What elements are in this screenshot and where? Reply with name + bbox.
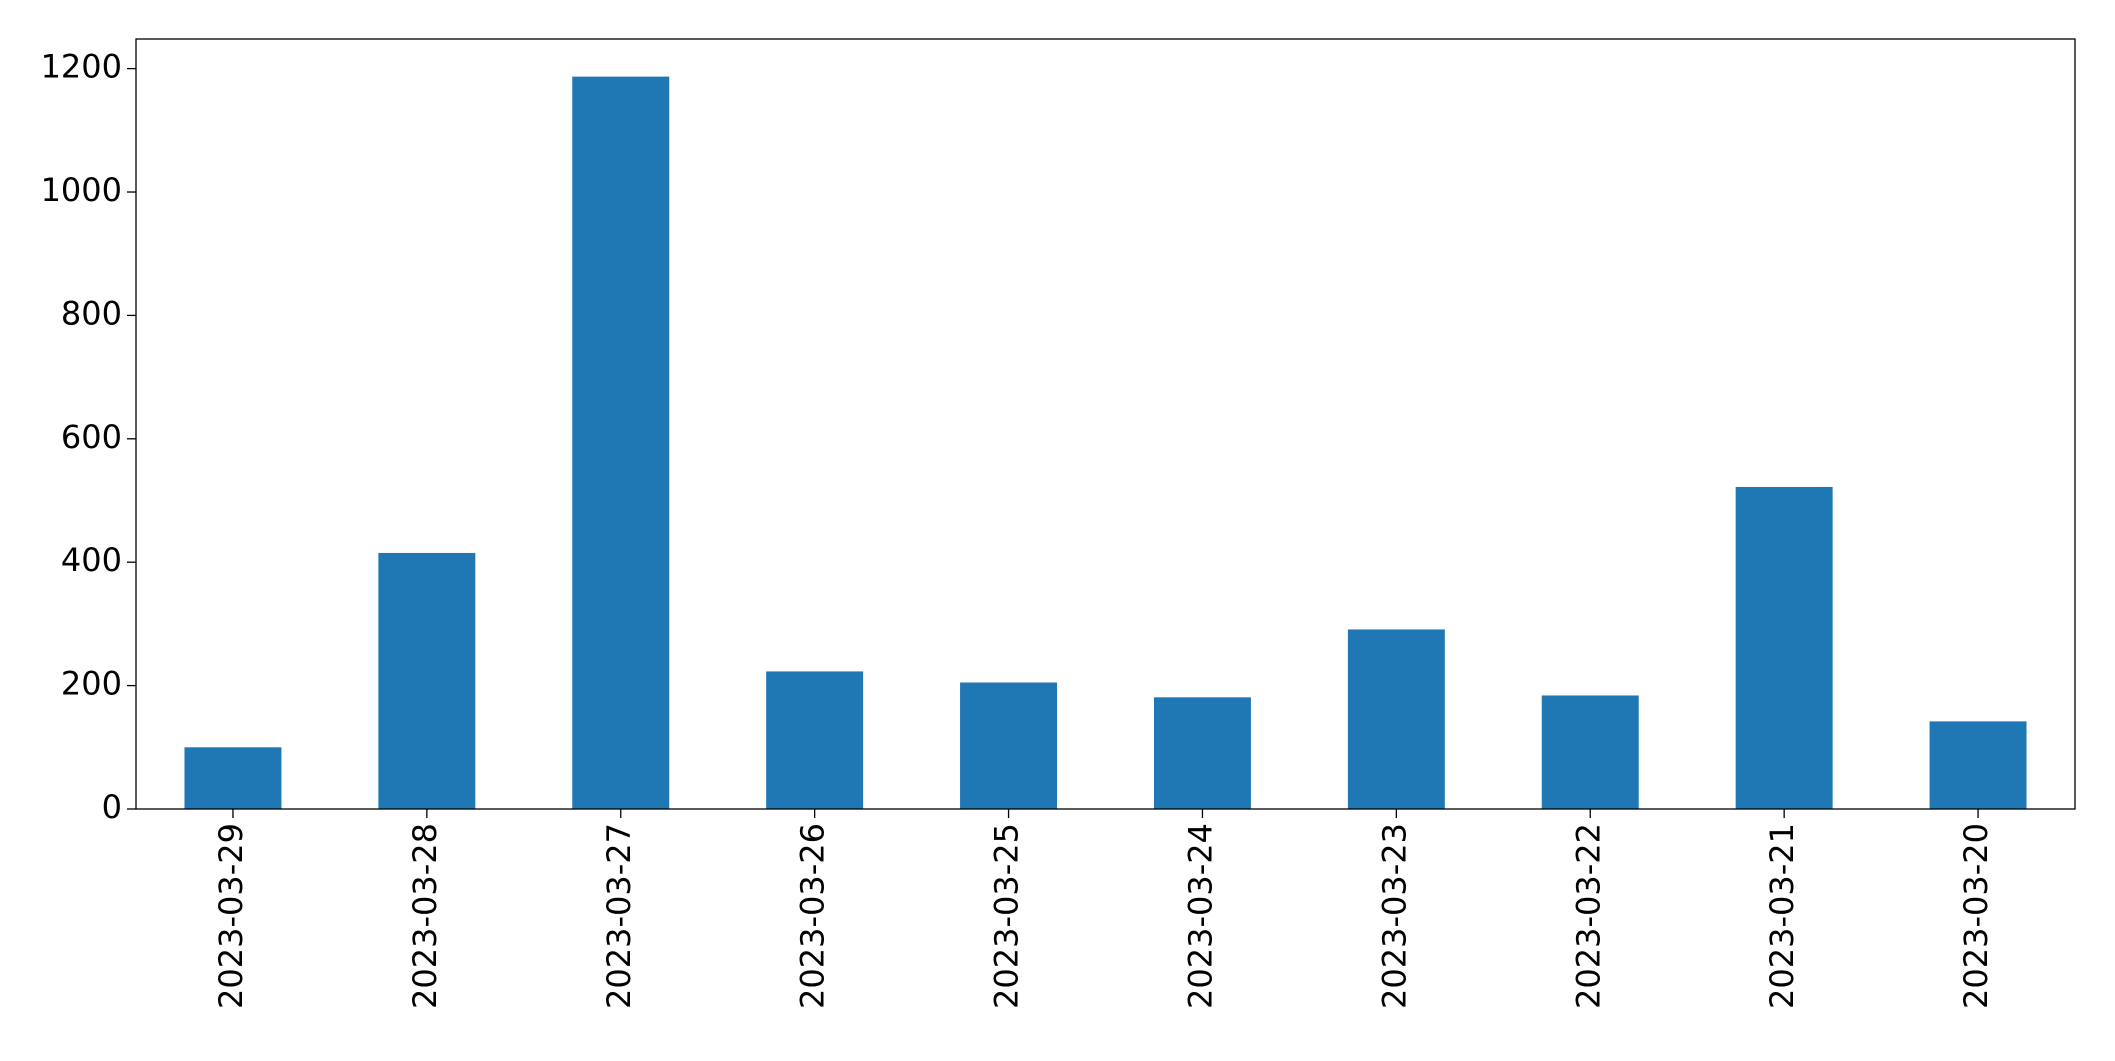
bar [1541, 695, 1639, 809]
x-tick-label: 2023-03-24 [1181, 823, 1219, 1009]
bar [1929, 721, 2027, 809]
bar [1153, 697, 1251, 809]
x-tick-label: 2023-03-25 [988, 823, 1026, 1009]
bar [766, 671, 864, 809]
y-tick-label: 600 [61, 418, 122, 456]
y-tick-label: 200 [61, 665, 122, 703]
x-tick-label: 2023-03-23 [1375, 823, 1413, 1009]
bar [1735, 486, 1833, 809]
x-tick-label: 2023-03-29 [212, 823, 250, 1009]
y-tick-label: 1200 [41, 48, 122, 86]
bar [1347, 629, 1445, 809]
plot-frame [135, 38, 2076, 810]
y-tick-label: 400 [61, 541, 122, 579]
bar [572, 76, 670, 809]
bar [184, 747, 282, 809]
y-tick-label: 0 [102, 788, 122, 826]
y-tick-label: 800 [61, 294, 122, 332]
x-tick-label: 2023-03-22 [1569, 823, 1607, 1009]
x-tick-label: 2023-03-28 [406, 823, 444, 1009]
x-tick-label: 2023-03-27 [600, 823, 638, 1009]
x-tick-label: 2023-03-26 [794, 823, 832, 1009]
x-tick-label: 2023-03-21 [1763, 823, 1801, 1009]
y-tick-label: 1000 [41, 171, 122, 209]
bar [960, 682, 1058, 809]
x-tick-label: 2023-03-20 [1957, 823, 1995, 1009]
bar [378, 552, 476, 809]
